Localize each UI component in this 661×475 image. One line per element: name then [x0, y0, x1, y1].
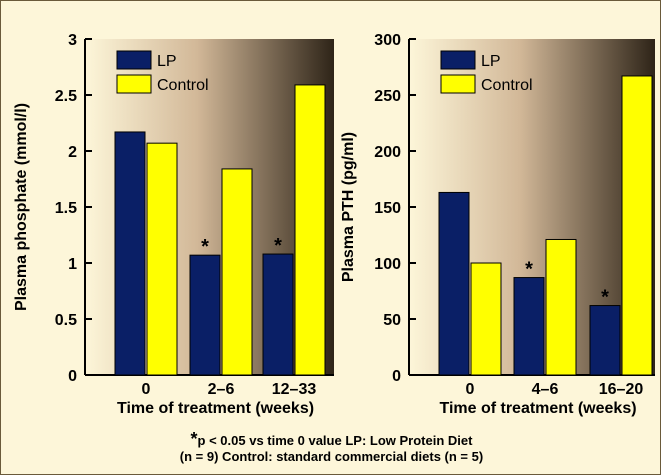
legend-label-lp: LP [157, 53, 177, 70]
legend-label-control: Control [157, 77, 209, 94]
significance-star: * [525, 259, 533, 281]
legend-label-control: Control [481, 77, 533, 94]
y-tick-label: 1.5 [55, 200, 77, 217]
y-tick-label: 300 [374, 32, 401, 49]
bar-lp-2 [189, 254, 221, 376]
footnote-line-1: *p < 0.05 vs time 0 value LP: Low Protei… [1, 429, 661, 449]
chart-panel-2: 0 50 100 150 200 250 300 Plasma PTH (pg/ml) 0 * 4–… [340, 32, 655, 417]
x-tick-label: 2–6 [208, 381, 235, 398]
y-tick-label: 0 [392, 368, 401, 385]
x-tick-label: 4–6 [532, 381, 559, 398]
bar-lp-1 [438, 191, 470, 376]
y-tick-label: 150 [374, 200, 401, 217]
bar-lp-3 [262, 253, 294, 376]
bar-control-2 [545, 238, 577, 376]
footnote-line-2: (n = 9) Control: standard commercial die… [179, 449, 484, 464]
x-axis-title: Time of treatment (weeks) [117, 400, 314, 417]
bar-control-3 [294, 84, 326, 376]
legend-swatch-control [440, 74, 476, 94]
chart-panel-1: 0 0.5 1 1.5 2 2.5 3 Plasma phosphate (mmol/l) 0 *… [13, 32, 334, 417]
y-axis-title: Plasma PTH (pg/ml) [340, 132, 357, 282]
significance-star: * [274, 235, 282, 257]
bar-control-3 [621, 75, 653, 376]
bar-lp-2 [513, 277, 545, 376]
legend-label-lp: LP [481, 53, 501, 70]
footnote: *p < 0.05 vs time 0 value LP: Low Protei… [1, 429, 661, 465]
y-tick-label: 0.5 [55, 312, 77, 329]
bar-lp-1 [114, 131, 146, 376]
footnote-star: * [190, 429, 198, 449]
y-tick-label: 2 [68, 144, 77, 161]
bar-control-2 [221, 168, 253, 376]
y-tick-label: 250 [374, 88, 401, 105]
y-tick-label: 2.5 [55, 88, 77, 105]
bar-control-1 [470, 262, 502, 376]
bar-control-1 [146, 142, 178, 376]
x-tick-label: 0 [466, 381, 475, 398]
significance-star: * [201, 236, 209, 258]
y-axis-title: Plasma phosphate (mmol/l) [13, 103, 30, 311]
footnote-significance-and-lp: p < 0.05 vs time 0 value LP: Low Protein… [197, 433, 473, 448]
significance-star: * [601, 287, 609, 309]
y-tick-label: 3 [68, 32, 77, 49]
y-tick-label: 100 [374, 256, 401, 273]
x-tick-label: 16–20 [599, 381, 644, 398]
legend-swatch-lp [116, 50, 152, 70]
y-tick-label: 1 [68, 256, 77, 273]
x-tick-label: 12–33 [272, 381, 317, 398]
y-tick-label: 0 [68, 368, 77, 385]
y-tick-label: 200 [374, 144, 401, 161]
x-axis-title: Time of treatment (weeks) [439, 400, 636, 417]
bar-charts: 0 0.5 1 1.5 2 2.5 3 Plasma phosphate (mmol/l) 0 *… [13, 32, 655, 417]
y-tick-label: 50 [383, 312, 401, 329]
x-tick-label: 0 [142, 381, 151, 398]
legend-swatch-lp [440, 50, 476, 70]
bar-lp-3 [589, 305, 621, 376]
legend-swatch-control [116, 74, 152, 94]
